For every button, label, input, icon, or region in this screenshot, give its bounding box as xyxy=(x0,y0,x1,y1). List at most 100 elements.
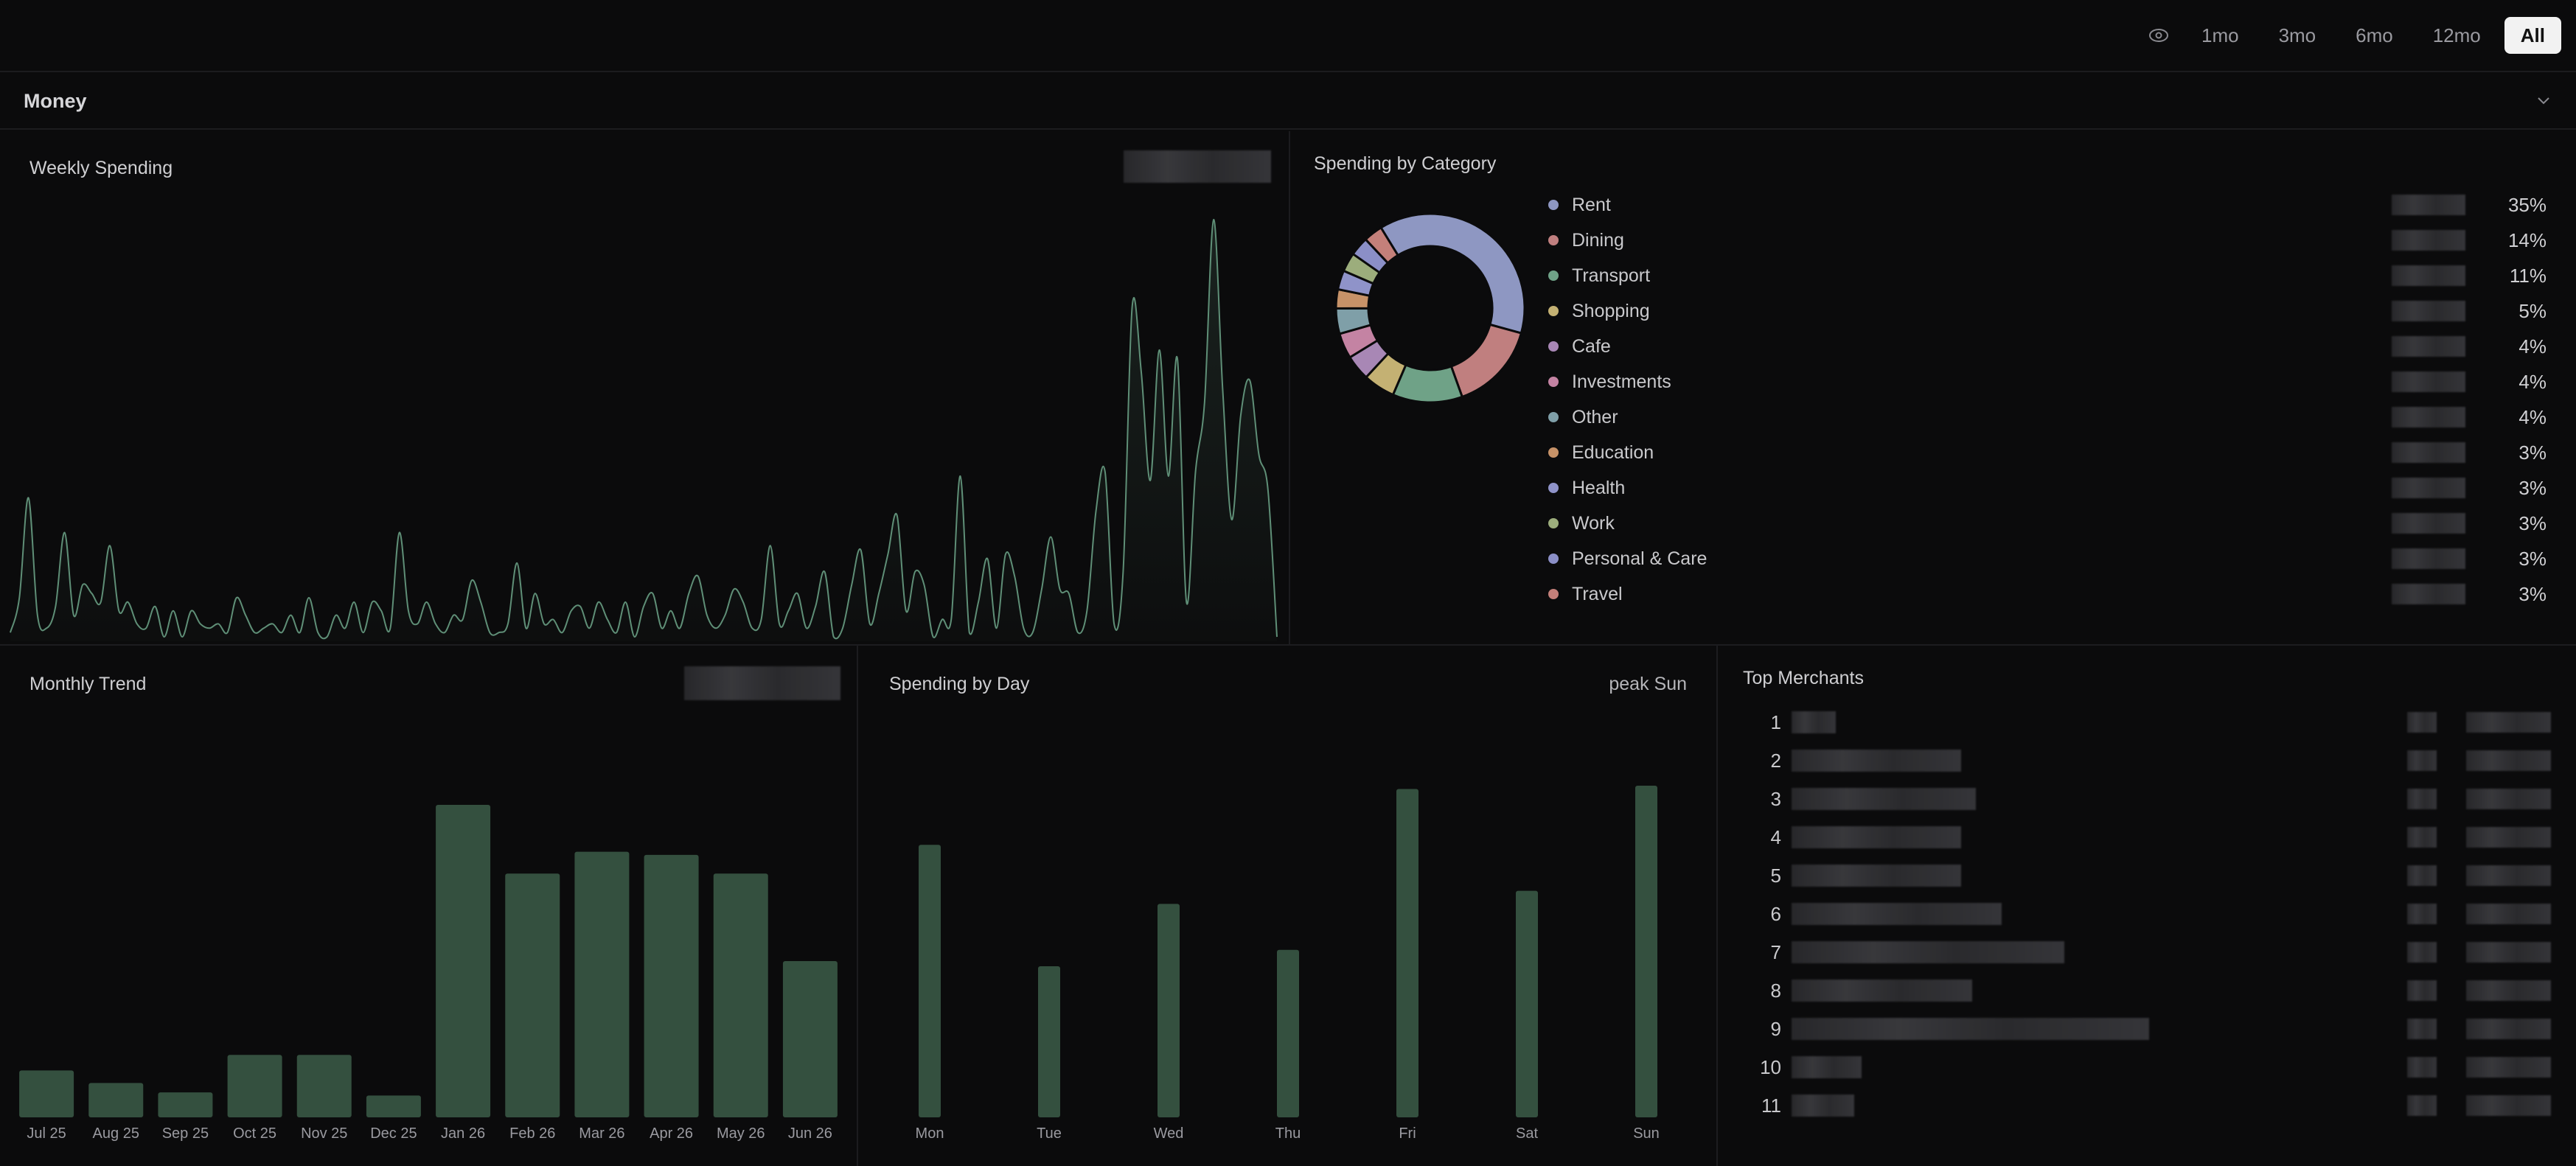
monthly-trend-bar[interactable] xyxy=(782,961,838,1117)
merchant-row[interactable]: 10 xyxy=(1747,1051,2558,1083)
spending-by-day-x-label: Mon xyxy=(916,1125,944,1142)
legend-amount-hidden xyxy=(2392,478,2465,498)
spending-by-day-bar[interactable] xyxy=(1396,789,1418,1117)
monthly-trend-bar[interactable] xyxy=(227,1055,282,1117)
merchant-rank: 6 xyxy=(1770,902,1781,925)
eye-icon[interactable] xyxy=(2140,16,2178,55)
donut-slice-travel[interactable] xyxy=(1364,226,1400,265)
merchant-rank: 8 xyxy=(1770,979,1781,1002)
legend-item-transport[interactable]: Transport 11% xyxy=(1548,261,2551,290)
chevron-down-icon[interactable] xyxy=(2535,91,2552,113)
monthly-trend-bar[interactable] xyxy=(505,873,560,1117)
monthly-trend-bar[interactable] xyxy=(88,1083,144,1117)
monthly-trend-x-label: Feb 26 xyxy=(509,1125,555,1142)
legend-percent: 5% xyxy=(2518,299,2547,322)
legend-item-personal-care[interactable]: Personal & Care 3% xyxy=(1548,544,2551,573)
merchant-count-hidden xyxy=(2407,1095,2437,1116)
legend-color-dot xyxy=(1548,518,1559,528)
merchant-name-hidden xyxy=(1792,788,1976,810)
monthly-trend-x-label: Apr 26 xyxy=(650,1125,693,1142)
spending-by-day-bar[interactable] xyxy=(1038,966,1060,1117)
donut-slice-dining[interactable] xyxy=(1449,323,1523,399)
merchant-name-hidden xyxy=(1792,980,1972,1002)
merchant-rank: 2 xyxy=(1770,749,1781,772)
monthly-trend-bar[interactable] xyxy=(296,1055,352,1117)
merchant-amount-hidden xyxy=(2466,865,2551,886)
legend-percent: 35% xyxy=(2507,193,2547,216)
legend-item-shopping[interactable]: Shopping 5% xyxy=(1548,296,2551,326)
legend-color-dot xyxy=(1548,377,1559,387)
monthly-trend-x-label: Sep 25 xyxy=(162,1125,209,1142)
monthly-trend-x-label: Aug 25 xyxy=(93,1125,139,1142)
legend-item-rent[interactable]: Rent 35% xyxy=(1548,190,2551,220)
merchant-row[interactable]: 4 xyxy=(1747,821,2558,853)
merchant-row[interactable]: 3 xyxy=(1747,783,2558,815)
weekly-spending-panel: Weekly Spending xyxy=(0,131,1290,646)
legend-item-travel[interactable]: Travel 3% xyxy=(1548,579,2551,609)
monthly-trend-bar[interactable] xyxy=(366,1095,421,1117)
monthly-trend-x-label: Nov 25 xyxy=(301,1125,347,1142)
range-12mo-button[interactable]: 12mo xyxy=(2432,24,2481,46)
merchant-rank: 7 xyxy=(1770,940,1781,963)
legend-item-work[interactable]: Work 3% xyxy=(1548,509,2551,538)
merchant-count-hidden xyxy=(2407,904,2437,924)
category-panel: Spending by Category xyxy=(1290,131,2576,646)
merchant-row[interactable]: 6 xyxy=(1747,898,2558,930)
merchant-rank: 10 xyxy=(1760,1055,1781,1078)
money-section-header[interactable]: Money xyxy=(0,74,2576,130)
monthly-trend-bar[interactable] xyxy=(158,1092,213,1117)
merchant-name-hidden xyxy=(1792,1018,2149,1040)
spending-by-day-bar[interactable] xyxy=(1635,786,1657,1117)
merchant-row[interactable]: 1 xyxy=(1747,706,2558,739)
merchant-row[interactable]: 8 xyxy=(1747,974,2558,1007)
legend-label: Personal & Care xyxy=(1572,548,1708,569)
legend-amount-hidden xyxy=(2392,513,2465,534)
monthly-trend-bar[interactable] xyxy=(644,854,699,1117)
legend-item-other[interactable]: Other 4% xyxy=(1548,402,2551,432)
spending-by-day-bar[interactable] xyxy=(919,845,941,1117)
legend-amount-hidden xyxy=(2392,195,2465,215)
merchant-count-hidden xyxy=(2407,865,2437,886)
merchant-row[interactable]: 9 xyxy=(1747,1013,2558,1045)
spending-by-day-x-label: Fri xyxy=(1399,1125,1416,1142)
legend-color-dot xyxy=(1548,306,1559,316)
merchant-count-hidden xyxy=(2407,980,2437,1001)
legend-item-education[interactable]: Education 3% xyxy=(1548,438,2551,467)
range-3mo-button[interactable]: 3mo xyxy=(2278,24,2316,46)
monthly-trend-bar[interactable] xyxy=(574,851,630,1117)
monthly-trend-total-hidden xyxy=(684,666,840,700)
merchant-row[interactable]: 2 xyxy=(1747,744,2558,777)
range-1mo-button[interactable]: 1mo xyxy=(2201,24,2239,46)
legend-amount-hidden xyxy=(2392,442,2465,463)
legend-item-dining[interactable]: Dining 14% xyxy=(1548,226,2551,255)
merchant-count-hidden xyxy=(2407,1019,2437,1039)
monthly-trend-bar[interactable] xyxy=(436,805,491,1117)
legend-item-cafe[interactable]: Cafe 4% xyxy=(1548,332,2551,361)
spending-by-day-bar[interactable] xyxy=(1516,890,1538,1117)
range-all-button[interactable]: All xyxy=(2504,17,2561,54)
legend-amount-hidden xyxy=(2392,336,2465,357)
legend-amount-hidden xyxy=(2392,548,2465,569)
merchant-row[interactable]: 7 xyxy=(1747,936,2558,968)
spending-by-day-bar[interactable] xyxy=(1277,949,1299,1117)
top-merchants-panel: Top Merchants xyxy=(1718,646,2576,1166)
merchant-amount-hidden xyxy=(2466,1057,2551,1078)
merchant-row[interactable]: 11 xyxy=(1747,1089,2558,1122)
merchant-row[interactable]: 5 xyxy=(1747,859,2558,892)
legend-color-dot xyxy=(1548,554,1559,564)
merchant-name-hidden xyxy=(1792,711,1836,733)
legend-label: Travel xyxy=(1572,583,1623,604)
legend-item-investments[interactable]: Investments 4% xyxy=(1548,367,2551,397)
range-6mo-button[interactable]: 6mo xyxy=(2356,24,2393,46)
merchant-count-hidden xyxy=(2407,750,2437,771)
legend-amount-hidden xyxy=(2392,371,2465,392)
donut-slice-rent[interactable] xyxy=(1379,212,1526,335)
legend-item-health[interactable]: Health 3% xyxy=(1548,473,2551,503)
monthly-trend-bar[interactable] xyxy=(713,873,768,1117)
monthly-trend-bar[interactable] xyxy=(19,1070,74,1117)
legend-color-dot xyxy=(1548,200,1559,210)
merchant-count-hidden xyxy=(2407,942,2437,963)
merchant-amount-hidden xyxy=(2466,712,2551,733)
merchant-count-hidden xyxy=(2407,712,2437,733)
spending-by-day-bar[interactable] xyxy=(1158,904,1180,1117)
